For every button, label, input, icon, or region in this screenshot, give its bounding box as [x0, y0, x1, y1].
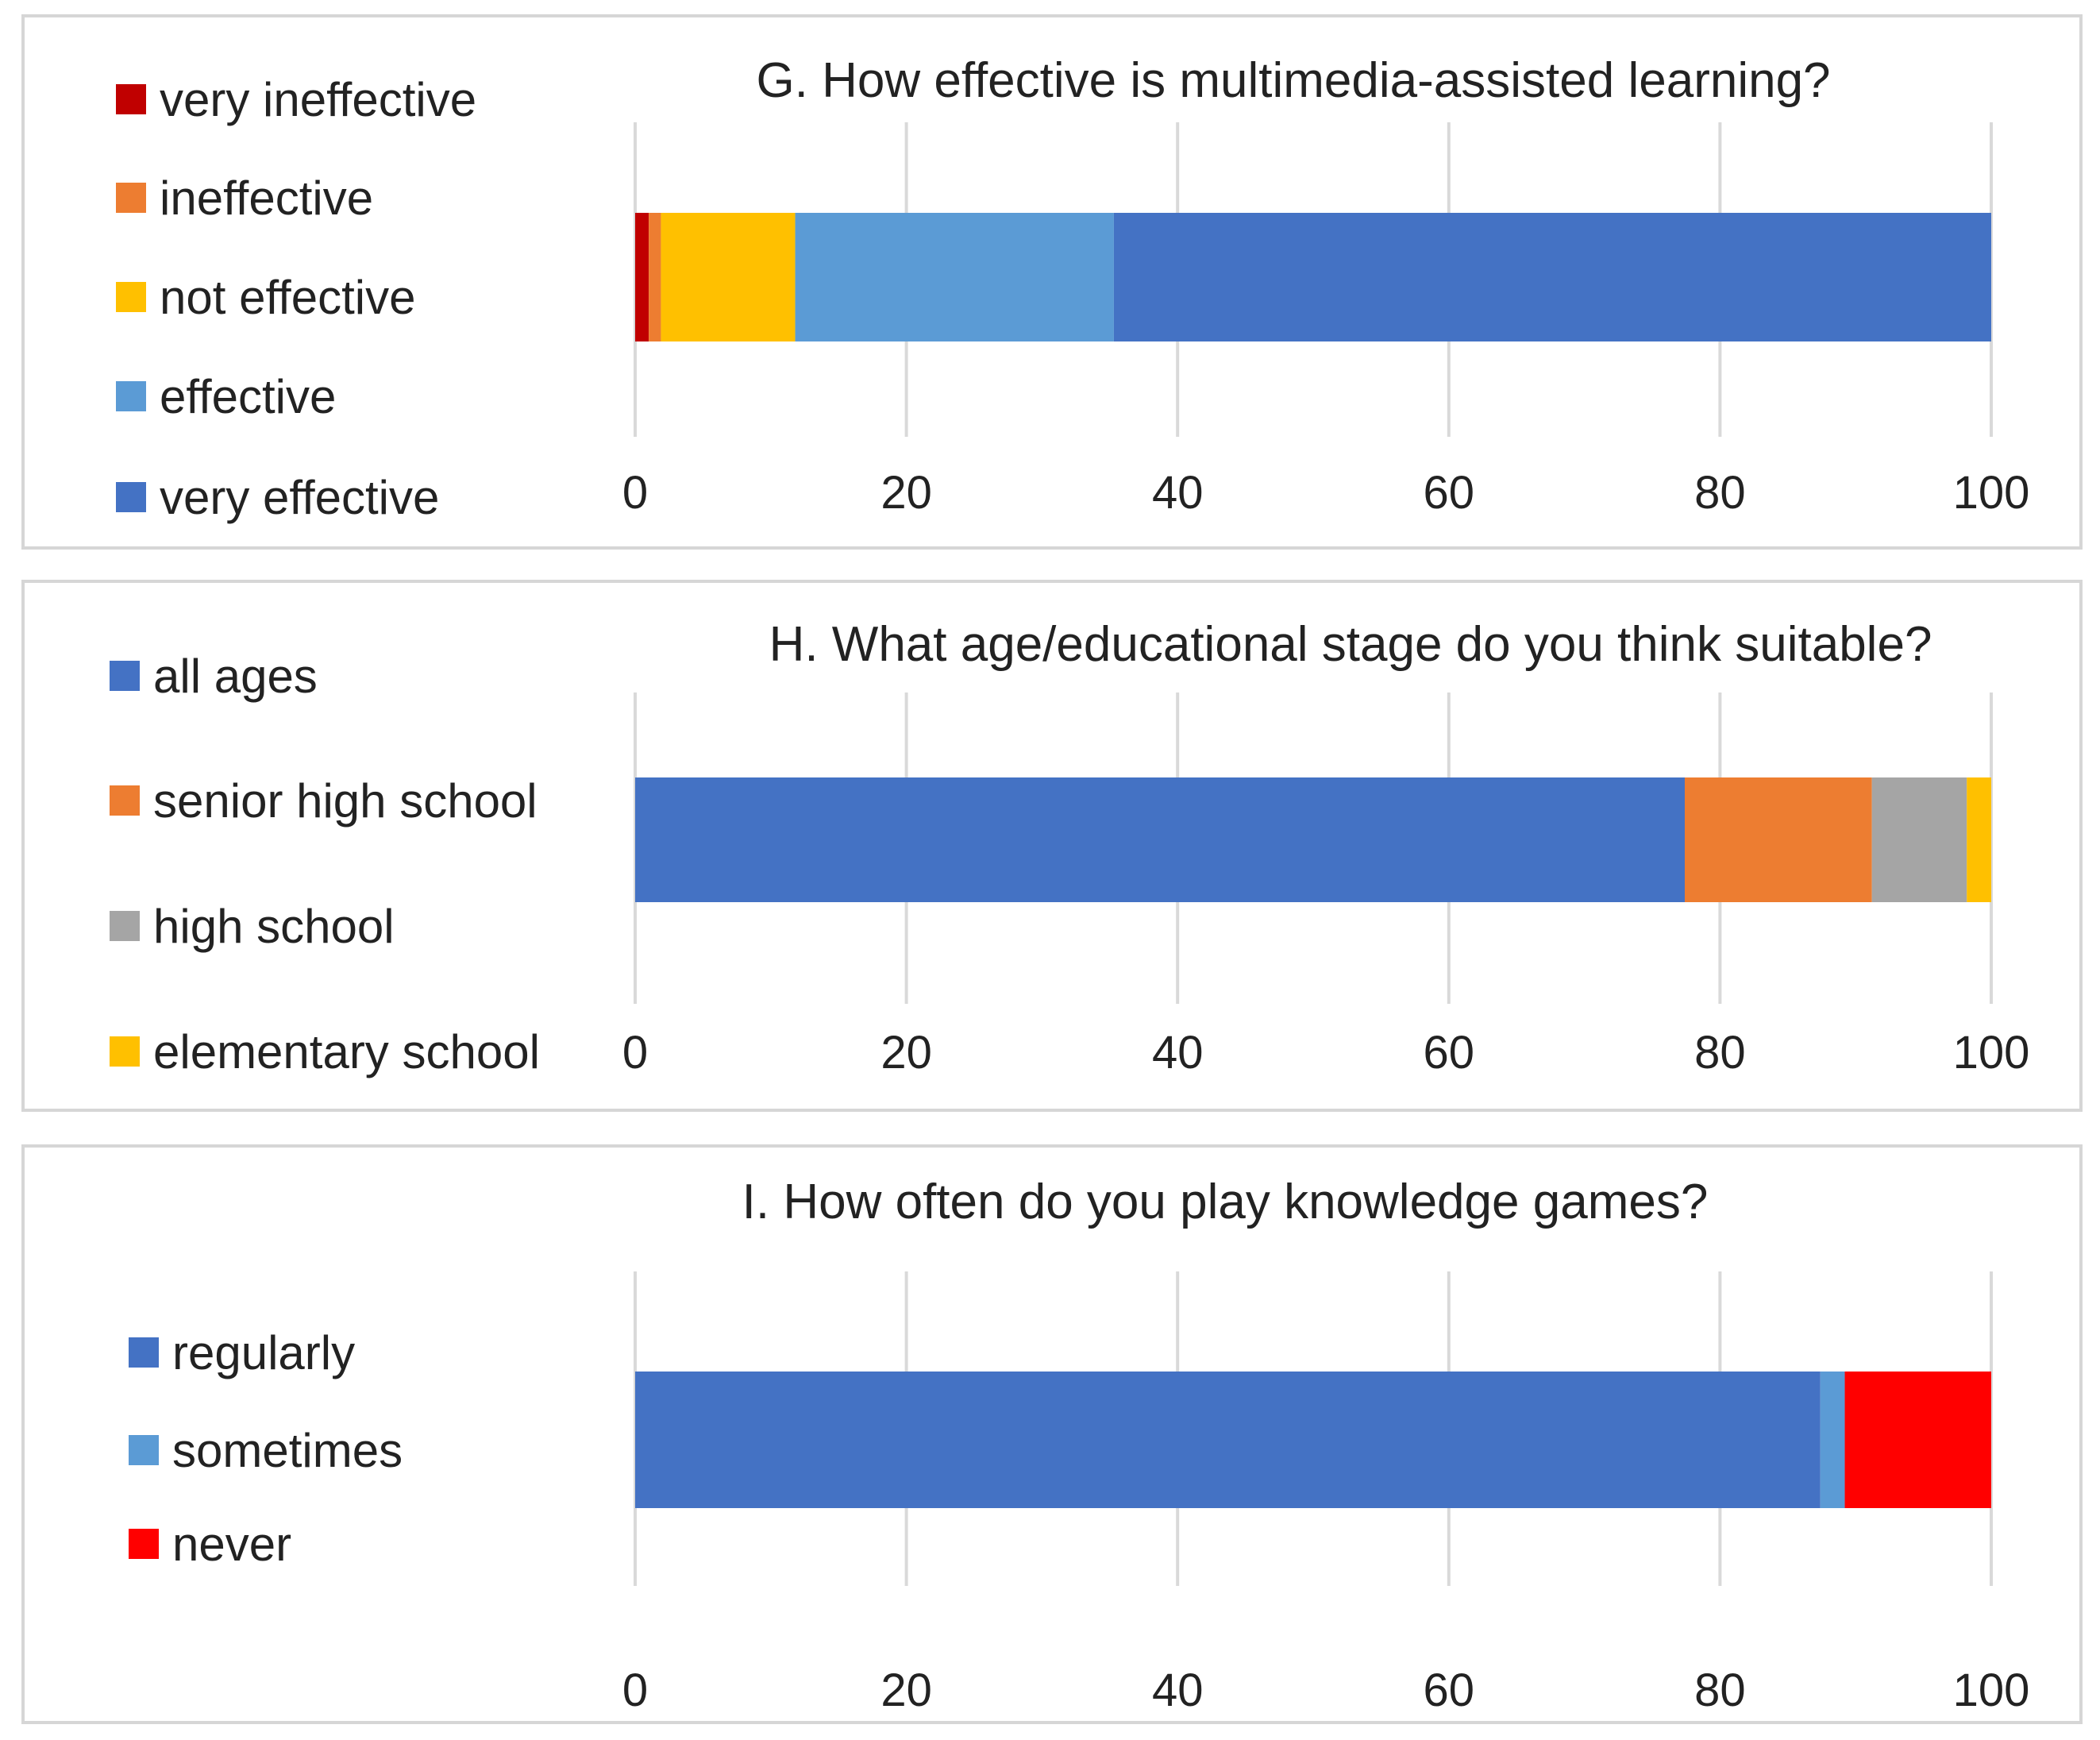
- legend-label-effective: effective: [160, 370, 336, 423]
- x-tick-label-20: 20: [880, 467, 932, 519]
- bar-segment-very-ineffective: [635, 213, 649, 341]
- x-tick-label-40: 40: [1152, 1027, 1204, 1078]
- x-tick-label-100: 100: [1953, 1027, 2030, 1078]
- x-tick-label-0: 0: [622, 1665, 648, 1716]
- bar-segment-not-effective: [661, 213, 796, 341]
- legend-label-senior-high-school: senior high school: [153, 774, 538, 828]
- legend-label-elementary-school: elementary school: [153, 1025, 540, 1078]
- legend-label-not-effective: not effective: [160, 271, 415, 324]
- x-tick-label-20: 20: [880, 1027, 932, 1078]
- x-tick-label-80: 80: [1694, 1665, 1746, 1716]
- chart-i: I. How often do you play knowledge games…: [129, 1175, 2030, 1716]
- bar-segment-ineffective: [649, 213, 661, 341]
- bar-segment-never: [1844, 1372, 1991, 1508]
- x-tick-label-40: 40: [1152, 1665, 1204, 1716]
- bar-segment-high-school: [1871, 777, 1967, 902]
- x-tick-label-0: 0: [622, 1027, 648, 1078]
- bar-segment-effective: [795, 213, 1114, 341]
- x-tick-label-20: 20: [880, 1665, 932, 1716]
- legend-swatch-sometimes: [129, 1435, 159, 1465]
- chart-h: H. What age/educational stage do you thi…: [110, 617, 2030, 1078]
- legend-swatch-very-effective: [116, 482, 146, 512]
- chart-title: G. How effective is multimedia-assisted …: [756, 53, 1830, 108]
- chart-panel-h: H. What age/educational stage do you thi…: [21, 580, 2083, 1112]
- x-tick-label-60: 60: [1424, 1665, 1475, 1716]
- legend-label-high-school: high school: [153, 900, 395, 953]
- chart-panel-i: I. How often do you play knowledge games…: [21, 1144, 2083, 1724]
- legend-label-sometimes: sometimes: [172, 1424, 403, 1477]
- x-tick-label-100: 100: [1953, 467, 2030, 519]
- legend-swatch-elementary-school: [110, 1036, 140, 1067]
- legend-label-never: never: [172, 1518, 291, 1571]
- legend-swatch-all-ages: [110, 661, 140, 691]
- bar-segment-sometimes: [1820, 1372, 1845, 1508]
- x-tick-label-100: 100: [1953, 1665, 2030, 1716]
- x-tick-label-80: 80: [1694, 467, 1746, 519]
- x-tick-label-60: 60: [1424, 1027, 1475, 1078]
- bar-segment-senior-high-school: [1684, 777, 1872, 902]
- bar-segment-very-effective: [1113, 213, 1991, 341]
- legend-swatch-senior-high-school: [110, 785, 140, 816]
- legend-swatch-regularly: [129, 1337, 159, 1368]
- legend-swatch-very-ineffective: [116, 84, 146, 114]
- legend-label-all-ages: all ages: [153, 650, 318, 703]
- legend-swatch-not-effective: [116, 282, 146, 312]
- bar-segment-elementary-school: [1967, 777, 1991, 902]
- legend-label-regularly: regularly: [172, 1326, 355, 1379]
- chart-title: H. What age/educational stage do you thi…: [769, 617, 1932, 672]
- legend-swatch-effective: [116, 381, 146, 411]
- legend-label-ineffective: ineffective: [160, 172, 373, 225]
- x-tick-label-60: 60: [1424, 467, 1475, 519]
- legend-swatch-ineffective: [116, 183, 146, 213]
- legend-label-very-ineffective: very ineffective: [160, 73, 476, 126]
- chart-panel-g: G. How effective is multimedia-assisted …: [21, 14, 2083, 550]
- bar-segment-regularly: [635, 1372, 1821, 1508]
- legend-swatch-never: [129, 1529, 159, 1559]
- x-tick-label-0: 0: [622, 467, 648, 519]
- x-tick-label-80: 80: [1694, 1027, 1746, 1078]
- chart-title: I. How often do you play knowledge games…: [742, 1175, 1709, 1229]
- x-tick-label-40: 40: [1152, 467, 1204, 519]
- bar-segment-all-ages: [635, 777, 1685, 902]
- legend-swatch-high-school: [110, 911, 140, 941]
- legend-label-very-effective: very effective: [160, 471, 439, 524]
- chart-g: G. How effective is multimedia-assisted …: [116, 53, 2030, 524]
